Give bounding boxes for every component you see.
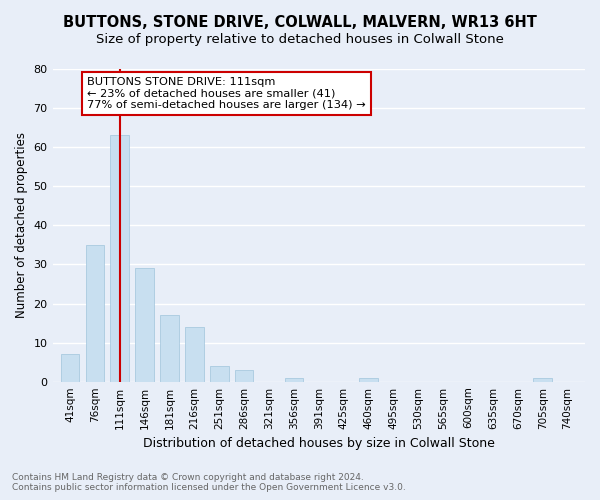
Bar bbox=[135, 268, 154, 382]
Text: BUTTONS STONE DRIVE: 111sqm
← 23% of detached houses are smaller (41)
77% of sem: BUTTONS STONE DRIVE: 111sqm ← 23% of det… bbox=[87, 77, 366, 110]
Bar bbox=[86, 245, 104, 382]
Text: Size of property relative to detached houses in Colwall Stone: Size of property relative to detached ho… bbox=[96, 32, 504, 46]
Bar bbox=[61, 354, 79, 382]
Bar bbox=[533, 378, 552, 382]
Bar bbox=[235, 370, 253, 382]
X-axis label: Distribution of detached houses by size in Colwall Stone: Distribution of detached houses by size … bbox=[143, 437, 495, 450]
Bar bbox=[359, 378, 378, 382]
Bar bbox=[160, 315, 179, 382]
Bar bbox=[210, 366, 229, 382]
Bar bbox=[185, 327, 203, 382]
Bar bbox=[284, 378, 303, 382]
Y-axis label: Number of detached properties: Number of detached properties bbox=[15, 132, 28, 318]
Bar bbox=[110, 136, 129, 382]
Text: BUTTONS, STONE DRIVE, COLWALL, MALVERN, WR13 6HT: BUTTONS, STONE DRIVE, COLWALL, MALVERN, … bbox=[63, 15, 537, 30]
Text: Contains HM Land Registry data © Crown copyright and database right 2024.
Contai: Contains HM Land Registry data © Crown c… bbox=[12, 473, 406, 492]
